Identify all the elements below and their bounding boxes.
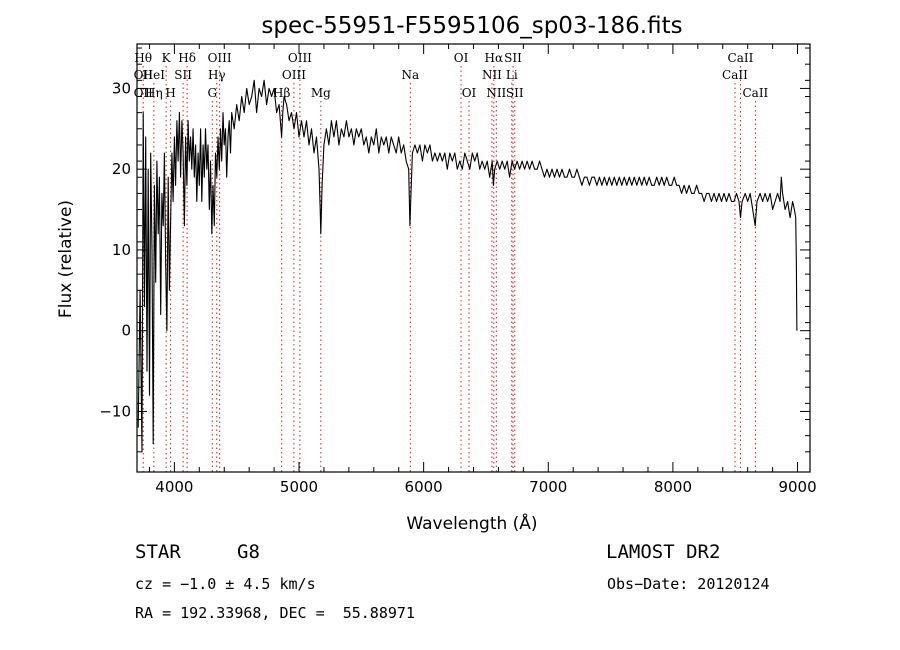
y-axis-ticks: −10 0 10 20 30 xyxy=(99,47,810,453)
line-marker-label: SII xyxy=(504,51,522,65)
line-marker-label: HeI xyxy=(143,68,166,82)
x-tick-label: 7000 xyxy=(529,478,567,496)
line-marker-label: SII xyxy=(174,68,192,82)
line-marker-label: OIII xyxy=(288,51,312,65)
line-marker-label: OI xyxy=(462,86,477,100)
observation-date: Obs−Date: 20120124 xyxy=(607,575,770,593)
y-tick-label: −10 xyxy=(99,402,131,420)
survey-name: LAMOST DR2 xyxy=(606,541,721,563)
line-marker-label: G xyxy=(207,86,217,100)
line-marker-label: H xyxy=(165,86,175,100)
line-marker-label: CaII xyxy=(728,51,754,65)
x-tick-label: 4000 xyxy=(155,478,193,496)
line-marker-label: Hβ xyxy=(273,86,290,100)
line-marker-label: Hγ xyxy=(208,68,226,82)
line-marker-label: OI xyxy=(454,51,469,65)
x-tick-label: 6000 xyxy=(405,478,443,496)
redshift-cz: cz = −1.0 ± 4.5 km/s xyxy=(135,575,316,593)
line-marker-label: NII xyxy=(486,86,506,100)
chart-title: spec-55951-F5595106_sp03-186.fits xyxy=(261,13,682,39)
line-marker-label: Na xyxy=(401,68,419,82)
line-marker-label: OIII xyxy=(282,68,306,82)
y-tick-label: 30 xyxy=(112,79,131,97)
line-markers xyxy=(142,66,756,472)
line-marker-label: SII xyxy=(506,86,524,100)
line-marker-label: K xyxy=(162,51,172,65)
line-marker-label: CaII xyxy=(742,86,768,100)
x-axis-ticks: 4000 5000 6000 7000 8000 9000 xyxy=(148,44,817,496)
sky-coordinates: RA = 192.33968, DEC = 55.88971 xyxy=(135,604,415,622)
line-marker-label: Hη xyxy=(145,86,163,100)
plot-frame xyxy=(136,43,811,473)
line-marker-label: Mg xyxy=(311,86,331,100)
y-tick-label: 0 xyxy=(121,322,131,340)
object-class: STAR xyxy=(135,541,181,563)
line-marker-label: OIII xyxy=(208,51,232,65)
line-marker-label: CaII xyxy=(722,68,748,82)
x-tick-label: 5000 xyxy=(280,478,318,496)
y-tick-label: 10 xyxy=(112,241,131,259)
x-tick-label: 8000 xyxy=(654,478,692,496)
line-marker-label: Li xyxy=(506,68,518,82)
line-marker-label: Hα xyxy=(485,51,504,65)
x-axis-label: Wavelength (Å) xyxy=(406,512,537,534)
line-marker-label: NII xyxy=(482,68,502,82)
object-subclass: G8 xyxy=(237,541,260,563)
line-marker-label: OII xyxy=(134,68,154,82)
line-marker-label: Hθ xyxy=(134,51,152,65)
line-marker-label: Hδ xyxy=(178,51,196,65)
y-axis-label: Flux (relative) xyxy=(56,200,76,318)
y-tick-label: 20 xyxy=(112,160,131,178)
line-marker-labels: HθOIIOIIHeIHηKHSIIHδGHγOIIIHβOIIIOIIIMgN… xyxy=(134,51,769,100)
spectrum-line xyxy=(137,79,798,453)
x-tick-label: 9000 xyxy=(778,478,816,496)
